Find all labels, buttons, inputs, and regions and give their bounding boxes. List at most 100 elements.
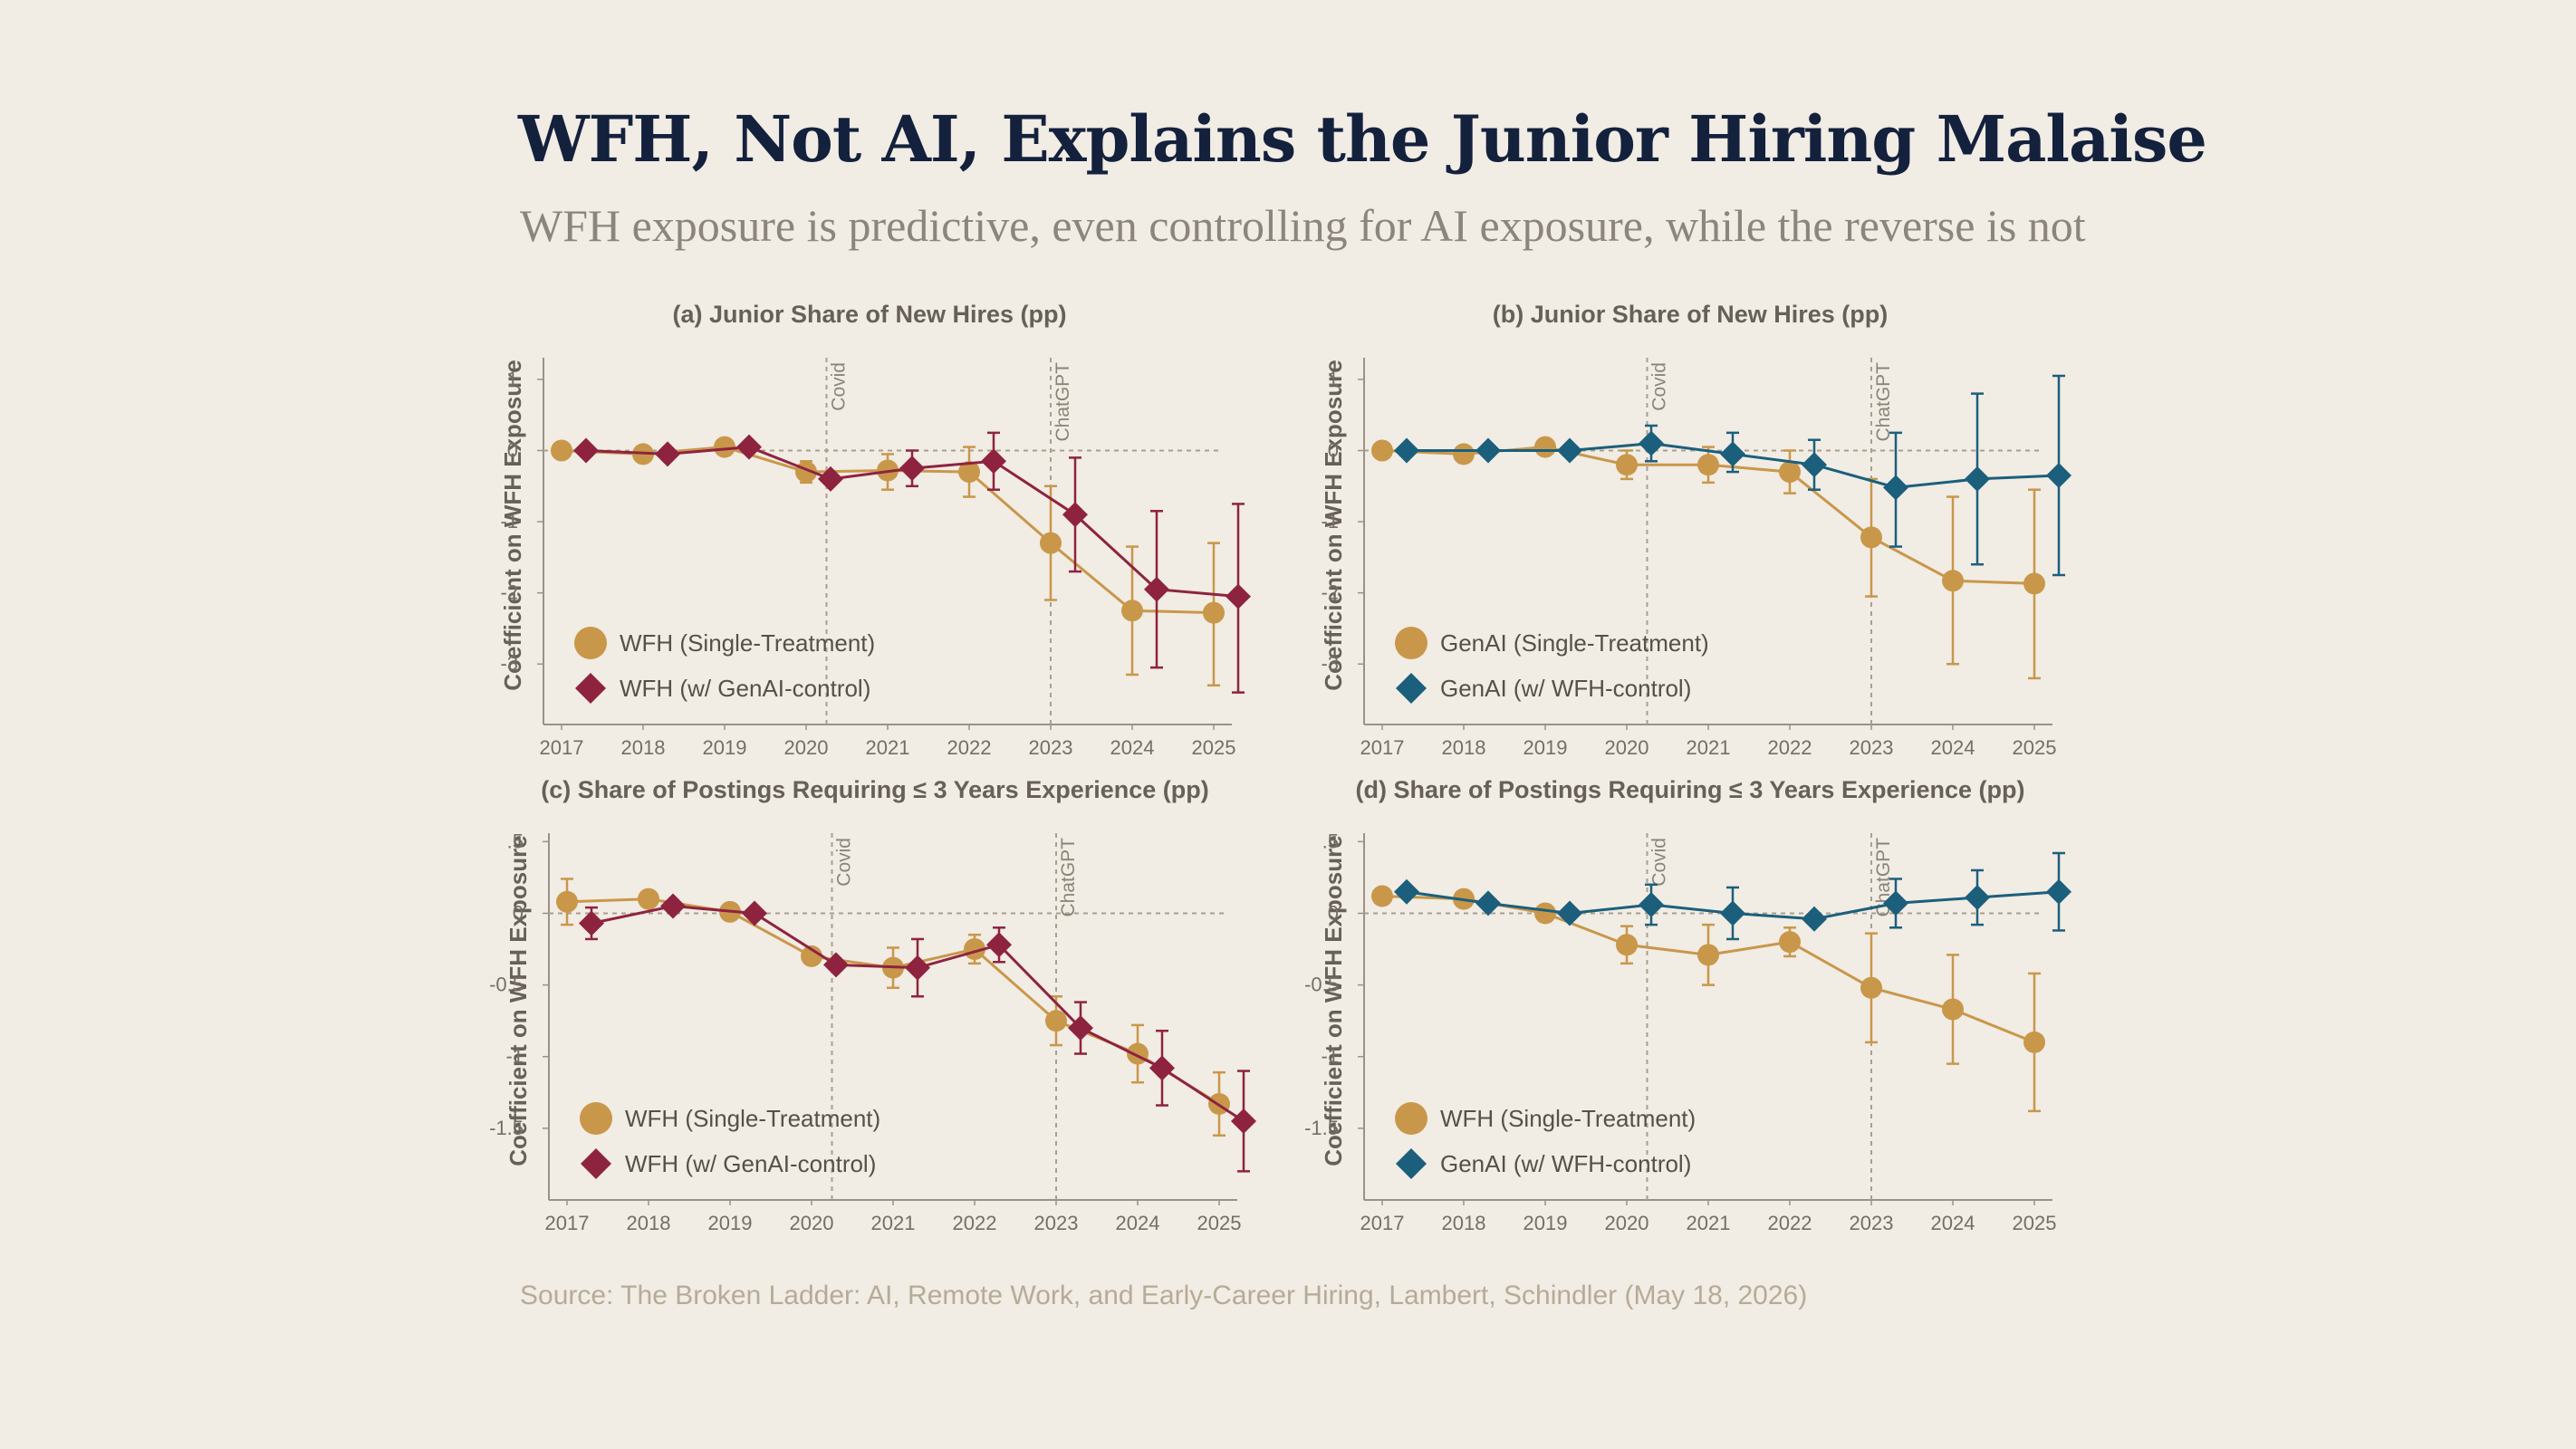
data-point xyxy=(2023,1031,2045,1053)
x-tick-label: 2021 xyxy=(1687,1212,1731,1234)
y-tick-label: -2 xyxy=(500,581,518,604)
data-point xyxy=(1639,891,1664,917)
x-tick-label: 2021 xyxy=(1687,736,1731,759)
y-tick-label: 0 xyxy=(1328,901,1339,924)
data-point xyxy=(1965,465,1990,492)
data-point xyxy=(1720,441,1745,467)
x-tick-label: 2022 xyxy=(1768,736,1812,759)
panel-title: (d) Share of Postings Requiring ≤ 3 Year… xyxy=(1356,776,2025,803)
x-tick-label: 2018 xyxy=(627,1212,671,1234)
data-point xyxy=(660,893,686,919)
x-tick-label: 2018 xyxy=(621,736,666,759)
legend-marker xyxy=(575,673,606,704)
page-title: WFH, Not AI, Explains the Junior Hiring … xyxy=(518,101,2207,177)
page-subtitle: WFH exposure is predictive, even control… xyxy=(520,200,2086,251)
y-tick-label: -1 xyxy=(500,510,518,533)
y-tick-label: -0.5 xyxy=(489,974,524,996)
data-point xyxy=(1779,461,1801,484)
x-tick-label: 2018 xyxy=(1442,736,1486,759)
data-point xyxy=(1697,944,1719,966)
data-point xyxy=(1779,931,1801,954)
event-label: ChatGPT xyxy=(1053,362,1073,442)
data-point xyxy=(714,436,735,458)
x-tick-label: 2017 xyxy=(1360,1212,1405,1234)
data-point xyxy=(1720,900,1745,926)
data-point xyxy=(1475,437,1501,464)
legend-label: WFH (Single-Treatment) xyxy=(1440,1105,1696,1132)
panel-title: (c) Share of Postings Requiring ≤ 3 Year… xyxy=(541,776,1209,803)
series-single-treatment xyxy=(556,878,1230,1137)
data-point xyxy=(1557,437,1582,464)
data-point xyxy=(958,461,980,484)
x-tick-label: 2025 xyxy=(2013,1212,2057,1234)
y-tick-label: -3 xyxy=(500,652,518,675)
data-point xyxy=(1639,430,1664,456)
x-tick-label: 2017 xyxy=(545,1212,590,1234)
data-point xyxy=(638,888,659,910)
event-label: ChatGPT xyxy=(1058,838,1079,917)
series-single-treatment xyxy=(1371,885,2045,1113)
legend-label: GenAI (w/ WFH-control) xyxy=(1440,1150,1691,1177)
data-point xyxy=(2046,463,2071,488)
y-axis-label: Coefficient on WFH Exposure xyxy=(505,835,532,1166)
y-tick-label: -1 xyxy=(505,1045,524,1068)
event-label: ChatGPT xyxy=(1873,362,1894,442)
legend-marker xyxy=(1396,1148,1427,1179)
x-tick-label: 2025 xyxy=(2013,736,2057,759)
y-tick-label: 0 xyxy=(507,439,518,462)
data-point xyxy=(1226,583,1251,609)
data-point xyxy=(986,932,1012,958)
data-point xyxy=(1883,475,1908,501)
y-tick-label: 0 xyxy=(1328,439,1339,462)
data-point xyxy=(1394,437,1419,464)
y-tick-label: -1.5 xyxy=(489,1117,524,1139)
legend-marker xyxy=(574,627,607,659)
y-axis-label: Coefficient on WFH Exposure xyxy=(1320,835,1347,1166)
series-controlled xyxy=(579,893,1256,1173)
data-point xyxy=(1616,934,1638,956)
data-point xyxy=(1965,885,1990,911)
data-point xyxy=(556,890,578,913)
panel-title: (b) Junior Share of New Hires (pp) xyxy=(1493,301,1889,328)
data-point xyxy=(573,437,599,464)
data-point xyxy=(1121,600,1143,622)
data-point xyxy=(742,900,767,926)
x-tick-label: 2018 xyxy=(1442,1212,1486,1234)
data-point xyxy=(551,439,572,462)
data-point xyxy=(1144,576,1169,602)
event-label: Covid xyxy=(1649,838,1670,887)
legend-marker xyxy=(580,1102,612,1135)
chart-panel-a: (a) Junior Share of New Hires (pp) Coeffi… xyxy=(499,301,1251,759)
data-point xyxy=(655,441,680,467)
series-single-treatment xyxy=(1371,436,2045,680)
y-tick-label: 1 xyxy=(507,368,518,390)
x-tick-label: 2021 xyxy=(871,1212,916,1234)
event-label: Covid xyxy=(834,838,855,887)
x-tick-label: 2025 xyxy=(1192,736,1236,759)
chart-panel-d: (d) Share of Postings Requiring ≤ 3 Year… xyxy=(1304,776,2071,1234)
data-point xyxy=(2023,572,2045,595)
data-point xyxy=(579,910,604,936)
data-point xyxy=(736,434,762,460)
x-tick-label: 2020 xyxy=(1605,736,1649,759)
y-tick-label: .5 xyxy=(1322,830,1339,852)
x-tick-label: 2020 xyxy=(790,1212,834,1234)
y-tick-label: -0.5 xyxy=(1304,974,1339,996)
y-axis-label: Coefficient on WFH Exposure xyxy=(499,360,526,690)
data-point xyxy=(1371,439,1393,462)
legend-marker xyxy=(1395,1102,1427,1135)
data-point xyxy=(1802,452,1827,478)
x-tick-label: 2022 xyxy=(947,736,992,759)
x-tick-label: 2019 xyxy=(1523,1212,1568,1234)
y-tick-label: -3 xyxy=(1321,652,1339,675)
x-tick-label: 2024 xyxy=(1110,736,1155,759)
series-controlled xyxy=(1394,851,2071,941)
legend-label: GenAI (Single-Treatment) xyxy=(1440,629,1709,657)
data-point xyxy=(1557,900,1582,926)
event-label: Covid xyxy=(829,362,850,411)
data-point xyxy=(1062,502,1088,528)
data-point xyxy=(1045,1010,1067,1032)
y-tick-label: 1 xyxy=(1328,368,1339,390)
x-tick-label: 2024 xyxy=(1931,736,1975,759)
panel-title: (a) Junior Share of New Hires (pp) xyxy=(672,301,1066,328)
